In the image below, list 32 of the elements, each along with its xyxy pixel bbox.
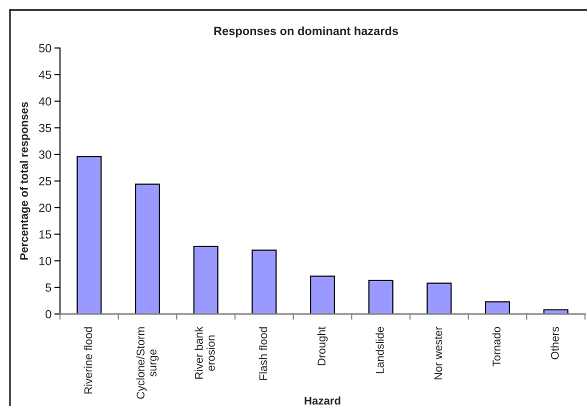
y-tick-label: 10	[39, 256, 52, 266]
x-tick-label: Drought	[317, 326, 328, 366]
x-tick-label: Flash flood	[258, 327, 268, 380]
y-axis-title: Percentage of total responses	[20, 102, 30, 260]
y-tick-label: 0	[46, 310, 52, 318]
y-tick-label: 25	[39, 177, 52, 186]
x-tick-label: Cyclone/Storm surge	[136, 327, 159, 399]
bar	[484, 301, 510, 314]
y-tick-label: 40	[38, 97, 52, 106]
y-tick-label: 15	[39, 230, 52, 239]
y-tick-label: 50	[39, 44, 52, 52]
x-tick-label: Others	[550, 326, 559, 360]
bar	[426, 282, 452, 314]
y-tick-label: 20	[39, 204, 52, 212]
x-tick-label: River bank erosion	[194, 326, 215, 379]
y-tick-label: 30	[38, 150, 52, 159]
x-axis-title: Hazard	[304, 396, 340, 405]
bar	[134, 184, 160, 314]
x-tick-label: Nor wester	[434, 326, 442, 380]
y-tick-label: 5	[46, 284, 52, 292]
bar	[252, 250, 277, 314]
chart-title: Responses on dominant hazards	[214, 26, 398, 38]
y-tick-label: 45	[38, 70, 52, 79]
bar	[543, 309, 568, 314]
bar	[76, 156, 102, 314]
x-tick-label: Landslide	[376, 326, 384, 374]
bar	[310, 276, 336, 314]
bar	[368, 280, 394, 314]
x-tick-label: Tornado	[492, 326, 500, 366]
bar	[193, 246, 218, 314]
x-tick-label: Riverine flood	[84, 327, 92, 394]
y-tick-label: 35	[38, 124, 52, 132]
